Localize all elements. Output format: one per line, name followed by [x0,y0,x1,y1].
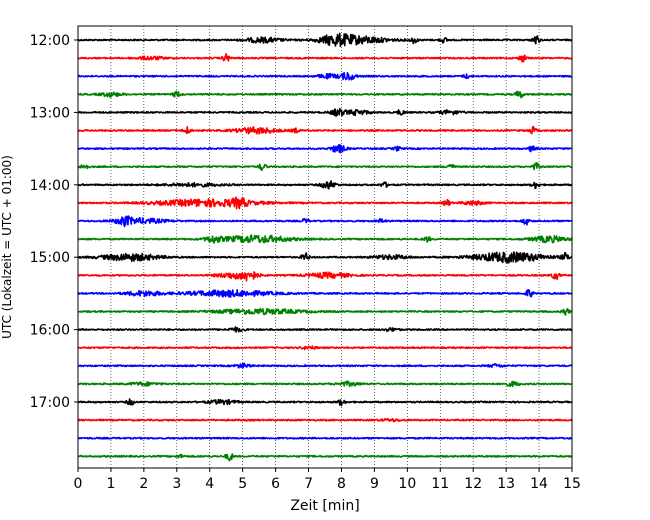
x-tick-label: 10 [398,476,416,492]
y-tick-label: 13:00 [30,105,70,121]
x-tick-label: 12 [464,476,482,492]
trace-row-1730 [77,436,573,440]
trace-row-1230 [77,71,573,81]
trace-row-1515 [77,271,573,282]
x-tick-label: 14 [530,476,548,492]
x-tick-label: 7 [304,476,313,492]
x-tick-label: 15 [563,476,581,492]
trace-row-1600 [77,326,573,333]
x-axis: 0 1 2 3 4 5 6 7 8 9 10 11 12 13 14 15 [74,468,581,492]
trace-row-1530 [77,288,573,298]
trace-row-1615 [77,345,573,351]
trace-row-1345 [77,162,573,172]
trace-row-1745 [77,453,573,462]
trace-row-1545 [77,307,573,316]
y-axis-label: UTC (Lokalzeit = UTC + 01:00) [0,155,14,339]
x-tick-label: 4 [205,476,214,492]
trace-row-1215 [77,53,573,63]
trace-row-1400 [77,180,573,190]
plot-frame [77,25,573,469]
x-tick-label: 6 [271,476,280,492]
trace-row-1415 [77,196,573,210]
trace-row-1715 [77,417,573,423]
y-axis: 12:00 13:00 14:00 15:00 16:00 17:00 [30,33,78,411]
x-tick-label: 0 [74,476,83,492]
y-tick-label: 14:00 [30,178,70,194]
x-tick-label: 11 [431,476,449,492]
trace-row-1645 [77,380,573,388]
y-tick-label: 12:00 [30,33,70,49]
x-tick-label: 1 [106,476,115,492]
y-tick-label: 15:00 [30,250,70,266]
trace-row-1630 [77,362,573,369]
y-tick-label: 17:00 [30,395,70,411]
trace-row-1330 [77,143,573,154]
x-tick-label: 5 [238,476,247,492]
trace-row-1500 [77,251,573,264]
trace-row-1315 [77,125,573,135]
trace-row-1300 [77,107,573,118]
x-tick-label: 2 [139,476,148,492]
trace-row-1430 [77,215,573,228]
x-axis-label: Zeit [min] [290,498,359,514]
x-tick-label: 3 [172,476,181,492]
x-tick-label: 13 [497,476,515,492]
trace-row-1700 [77,398,573,407]
y-tick-label: 16:00 [30,323,70,339]
trace-row-1245 [77,90,573,99]
traces-layer [77,32,573,462]
trace-row-1445 [77,234,573,244]
x-tick-label: 8 [337,476,346,492]
x-tick-label: 9 [370,476,379,492]
trace-row-1200 [77,32,573,48]
